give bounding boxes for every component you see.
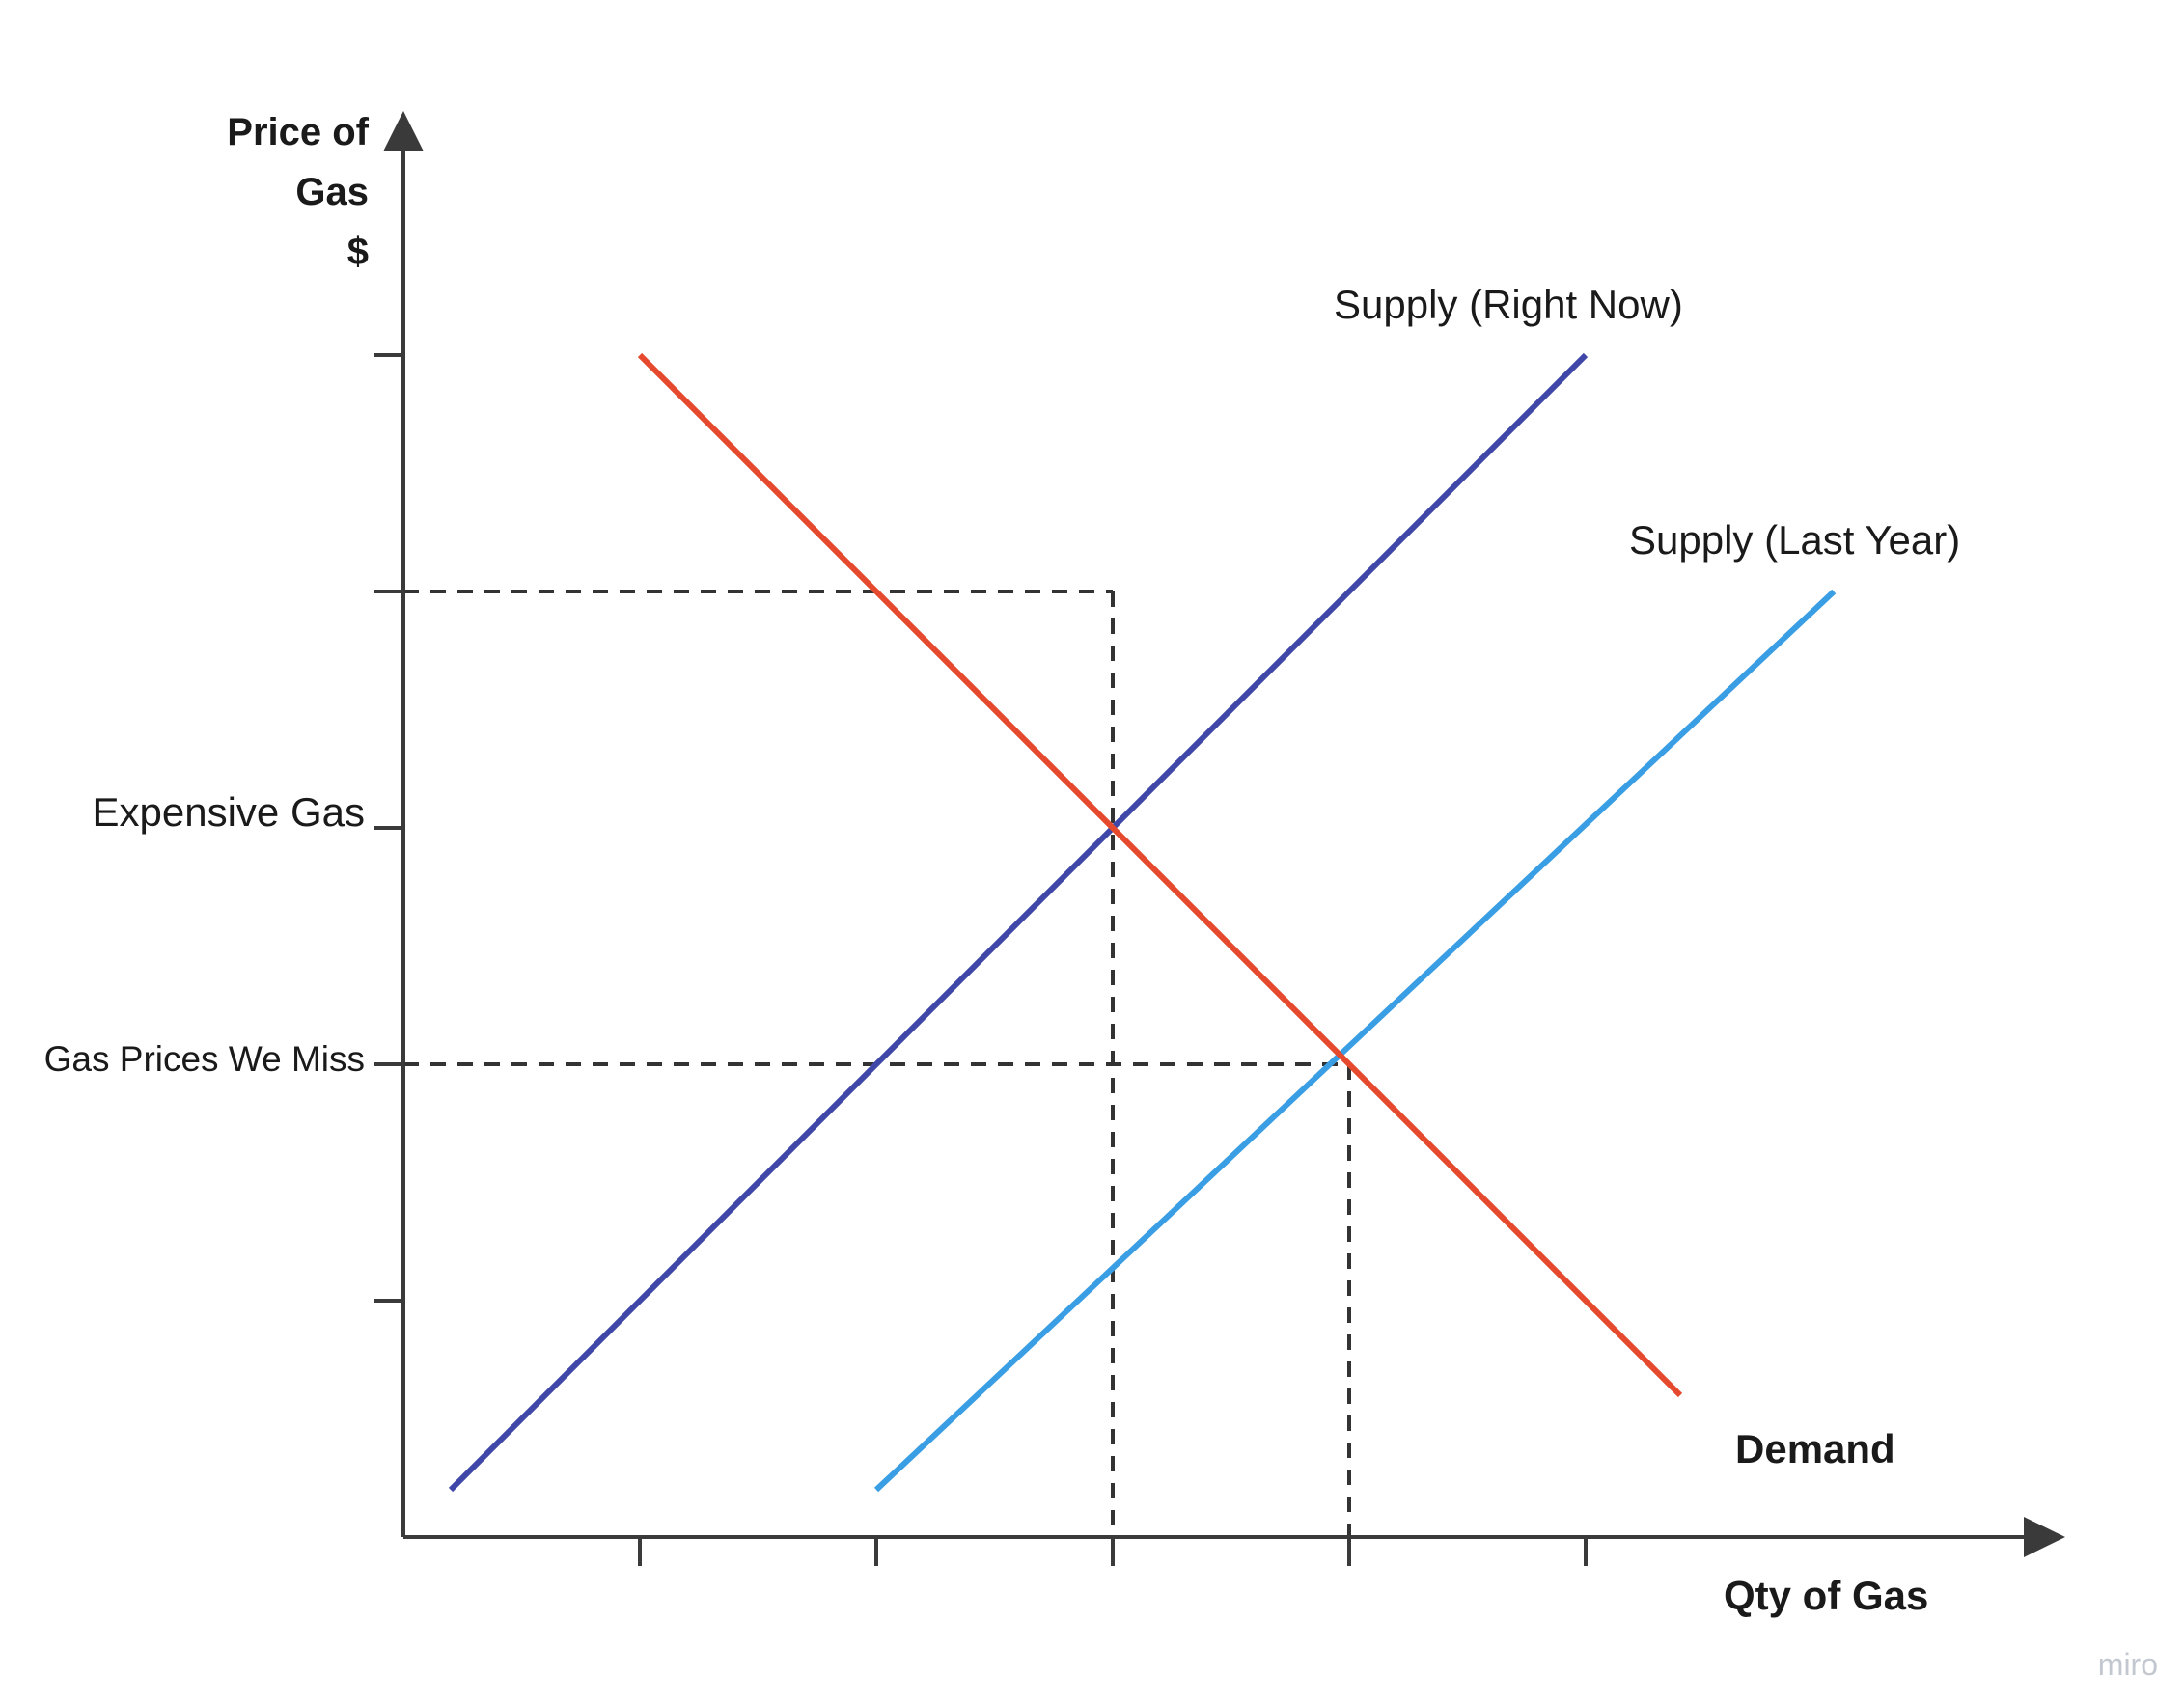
y-axis-label-line-2: Gas <box>295 171 369 213</box>
series-line-demand <box>637 352 1683 1398</box>
x-axis-label: Qty of Gas <box>1724 1573 1928 1618</box>
y-axis-arrow <box>383 111 424 151</box>
series-line-supply-right-now <box>448 352 1589 1493</box>
y-tick-label-gas-prices-we-miss: Gas Prices We Miss <box>44 1039 365 1079</box>
x-ticks <box>638 1537 1588 1566</box>
y-tick-label-expensive-gas: Expensive Gas <box>93 789 365 835</box>
series-label-supply-last-year: Supply (Last Year) <box>1629 517 1960 563</box>
x-axis-arrow <box>2024 1517 2065 1557</box>
series-label-demand: Demand <box>1735 1426 1895 1471</box>
series-label-supply-right-now: Supply (Right Now) <box>1334 282 1683 327</box>
series-lines <box>448 352 1837 1493</box>
y-ticks <box>374 353 403 1303</box>
y-axis-label-line-3: $ <box>347 231 369 273</box>
series-line-supply-last-year <box>873 589 1837 1493</box>
y-axis-label-line-1: Price of <box>227 111 369 153</box>
miro-watermark: miro <box>2098 1647 2158 1682</box>
